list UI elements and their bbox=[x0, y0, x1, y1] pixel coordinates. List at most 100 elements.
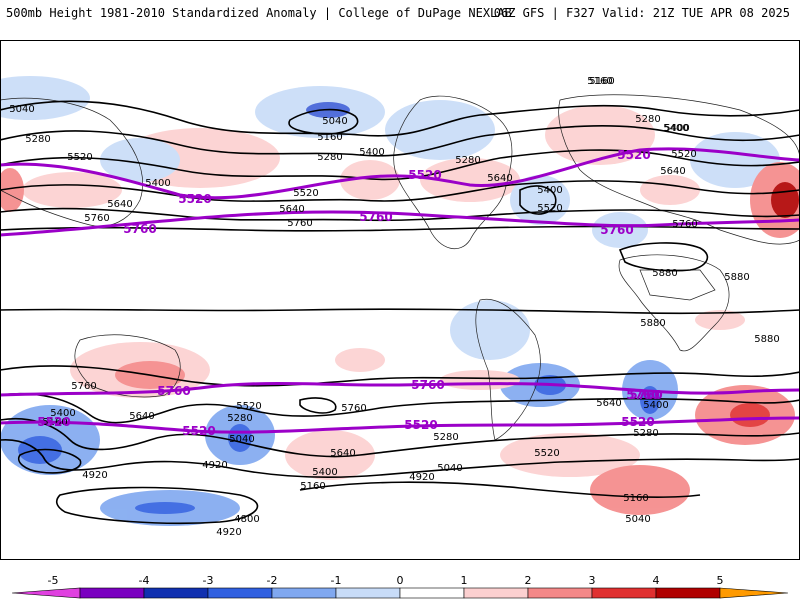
highlight-label: 5760 bbox=[359, 210, 392, 224]
contour-label: 5520 bbox=[293, 188, 318, 199]
contour-label: 5280 bbox=[25, 134, 50, 145]
contour-label: 4920 bbox=[216, 527, 241, 538]
highlight-label: 5520 bbox=[37, 415, 70, 429]
colorbar-cell bbox=[463, 587, 529, 599]
contour-labels: 5040 5280 5520 5640 5400 5760 5160 5040 … bbox=[9, 76, 779, 538]
contour-label: 5400 bbox=[537, 185, 562, 196]
highlight-label: 5760 bbox=[600, 223, 633, 237]
colorbar-tick-label: 2 bbox=[525, 574, 532, 587]
contour-label: 5400 bbox=[663, 123, 688, 134]
contour-label: 5040 bbox=[625, 514, 650, 525]
highlight-label: 5760 bbox=[123, 222, 156, 236]
contour-label: 5400 bbox=[359, 147, 384, 158]
contour-label: 5640 bbox=[107, 199, 132, 210]
model-valid-time: 06Z GFS | F327 Valid: 21Z TUE APR 08 202… bbox=[493, 6, 790, 20]
highlight-label: 5520 bbox=[617, 148, 650, 162]
anomaly-map: 5040 5280 5520 5640 5400 5760 5160 5040 … bbox=[0, 40, 800, 560]
highlight-label: 5760 bbox=[626, 388, 659, 402]
colorbar-cell bbox=[399, 587, 465, 599]
contour-label: 5040 bbox=[229, 434, 254, 445]
colorbar-tick-label: 4 bbox=[653, 574, 660, 587]
colorbar-tick-label: -2 bbox=[267, 574, 278, 587]
contour-label: 5520 bbox=[537, 203, 562, 214]
contour-label: 5520 bbox=[236, 401, 261, 412]
highlight-label: 5520 bbox=[408, 168, 441, 182]
highlight-label: 5760 bbox=[629, 388, 662, 402]
anomaly-shading bbox=[0, 76, 800, 526]
map-title: 500mb Height 1981-2010 Standardized Anom… bbox=[6, 6, 512, 20]
colorbar-cell bbox=[143, 587, 209, 599]
highlight-contours bbox=[0, 147, 800, 434]
colorbar-tick-label: -4 bbox=[139, 574, 150, 587]
highlight-label: 5520 bbox=[178, 192, 211, 206]
contour-label: 5400 bbox=[312, 467, 337, 478]
contour-label: 5400 bbox=[664, 123, 689, 134]
contour-label: 5880 bbox=[640, 318, 665, 329]
contour-label: 5280 bbox=[433, 432, 458, 443]
highlight-label: 5520 bbox=[621, 415, 654, 429]
contour-label: 5880 bbox=[754, 334, 779, 345]
contour-label: 5760 bbox=[71, 381, 96, 392]
colorbar-cell bbox=[591, 587, 657, 599]
contour-label: 5280 bbox=[633, 428, 658, 439]
highlight-labels: 5520 5760 5520 5520 5760 5760 5760 5760 … bbox=[37, 148, 662, 438]
colorbar-tick-label: -5 bbox=[48, 574, 59, 587]
contour-label: 5040 bbox=[322, 116, 347, 127]
contour-label: 5160 bbox=[300, 481, 325, 492]
highlight-label: 5760 bbox=[157, 384, 190, 398]
contour-label: 5280 bbox=[317, 152, 342, 163]
contour-label: 5640 bbox=[660, 166, 685, 177]
colorbar-cell bbox=[719, 587, 789, 599]
coastlines bbox=[0, 94, 800, 441]
contour-label: 5640 bbox=[330, 448, 355, 459]
contour-label: 5160 bbox=[587, 76, 612, 87]
contour-label: 5280 bbox=[227, 413, 252, 424]
colorbar-cell bbox=[11, 587, 81, 599]
contour-label: 5400 bbox=[643, 400, 668, 411]
contour-label: 5880 bbox=[724, 272, 749, 283]
contour-label: 5160 bbox=[623, 493, 648, 504]
colorbar-tick-label: 0 bbox=[397, 574, 404, 587]
colorbar-cell bbox=[527, 587, 593, 599]
colorbar: -5 -4 -3 -2 -1 0 1 2 3 4 5 bbox=[11, 574, 789, 599]
contour-label: 5520 bbox=[671, 149, 696, 160]
contour-label: 5160 bbox=[317, 132, 342, 143]
contour-label: 5280 bbox=[635, 114, 660, 125]
contour-label: 5640 bbox=[279, 204, 304, 215]
colorbar-tick-label: -3 bbox=[203, 574, 214, 587]
contour-label: 5160 bbox=[589, 76, 614, 87]
contour-label: 4920 bbox=[409, 472, 434, 483]
contour-label: 5760 bbox=[672, 219, 697, 230]
colorbar-tick-label: 3 bbox=[589, 574, 596, 587]
highlight-label: 5520 bbox=[182, 424, 215, 438]
contour-label: 5640 bbox=[487, 173, 512, 184]
highlight-label: 5520 bbox=[404, 418, 437, 432]
colorbar-cell bbox=[271, 587, 337, 599]
colorbar-cell bbox=[207, 587, 273, 599]
colorbar-tick-label: -1 bbox=[331, 574, 342, 587]
contour-label: 5880 bbox=[652, 268, 677, 279]
contour-label: 5760 bbox=[84, 213, 109, 224]
contour-label: 5400 bbox=[50, 408, 75, 419]
contour-label: 5040 bbox=[437, 463, 462, 474]
contour-label: 4920 bbox=[202, 460, 227, 471]
contour-label: 5520 bbox=[67, 152, 92, 163]
contour-label: 5640 bbox=[596, 398, 621, 409]
contour-label: 5160 bbox=[42, 417, 67, 428]
contour-label: 4800 bbox=[234, 514, 259, 525]
contour-label: 5760 bbox=[341, 403, 366, 414]
colorbar-cells bbox=[11, 587, 789, 599]
colorbar-cell bbox=[655, 587, 721, 599]
contour-label: 4920 bbox=[82, 470, 107, 481]
contour-label: 5280 bbox=[455, 155, 480, 166]
contour-label: 5520 bbox=[534, 448, 559, 459]
colorbar-tick-label: 5 bbox=[717, 574, 724, 587]
contour-label: 5760 bbox=[287, 218, 312, 229]
contour-label: 5640 bbox=[129, 411, 154, 422]
contour-label: 5400 bbox=[145, 178, 170, 189]
colorbar-cell bbox=[79, 587, 145, 599]
highlight-label: 5760 bbox=[411, 378, 444, 392]
height-contours bbox=[0, 100, 800, 525]
colorbar-tick-label: 1 bbox=[461, 574, 468, 587]
colorbar-cell bbox=[335, 587, 401, 599]
